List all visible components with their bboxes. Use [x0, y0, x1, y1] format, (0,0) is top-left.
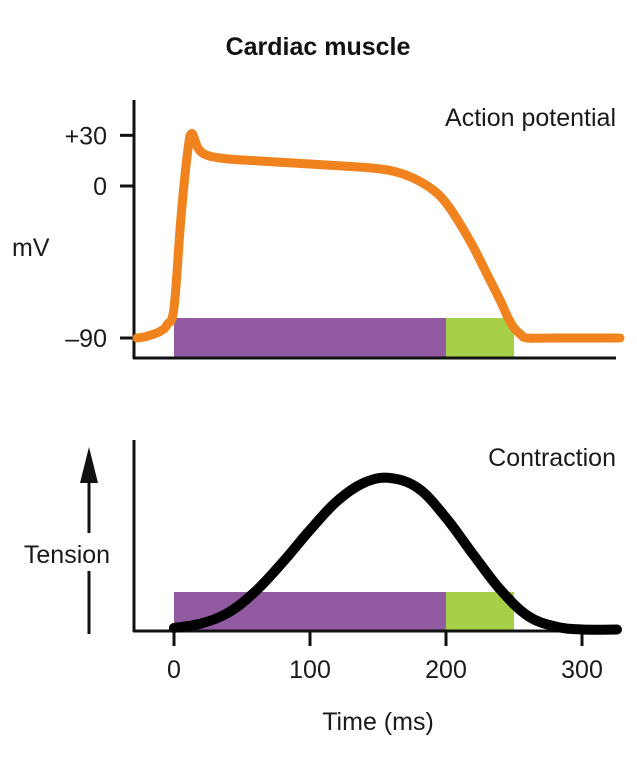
y-axis-label-tension: Tension: [24, 541, 110, 569]
x-tick-label: 100: [289, 656, 331, 684]
y-tick-label: –90: [65, 325, 107, 353]
x-tick-label: 200: [425, 656, 467, 684]
y-axis-label-mv: mV: [12, 234, 50, 262]
action-potential-label: Action potential: [445, 104, 616, 132]
x-tick-label: 0: [167, 656, 181, 684]
tension-arrow-head-icon: [80, 447, 98, 483]
contraction-label: Contraction: [488, 444, 616, 472]
action-potential-line: [132, 129, 625, 343]
y-tick-label: +30: [65, 122, 107, 150]
chart-title: Cardiac muscle: [226, 33, 411, 61]
bar-refractory-absolute: [174, 592, 446, 630]
contraction-panel: 0 100 200 300 Contraction Tension Time (ms): [24, 440, 622, 736]
bar-refractory-relative: [446, 318, 514, 357]
action-potential-panel: +30 0 –90 Action potential mV: [12, 100, 625, 360]
contraction-line: [169, 472, 622, 635]
x-tick-label: 300: [561, 656, 603, 684]
x-axis-label: Time (ms): [322, 708, 434, 736]
bar-refractory-absolute: [174, 318, 446, 357]
y-tick-label: 0: [93, 173, 107, 201]
